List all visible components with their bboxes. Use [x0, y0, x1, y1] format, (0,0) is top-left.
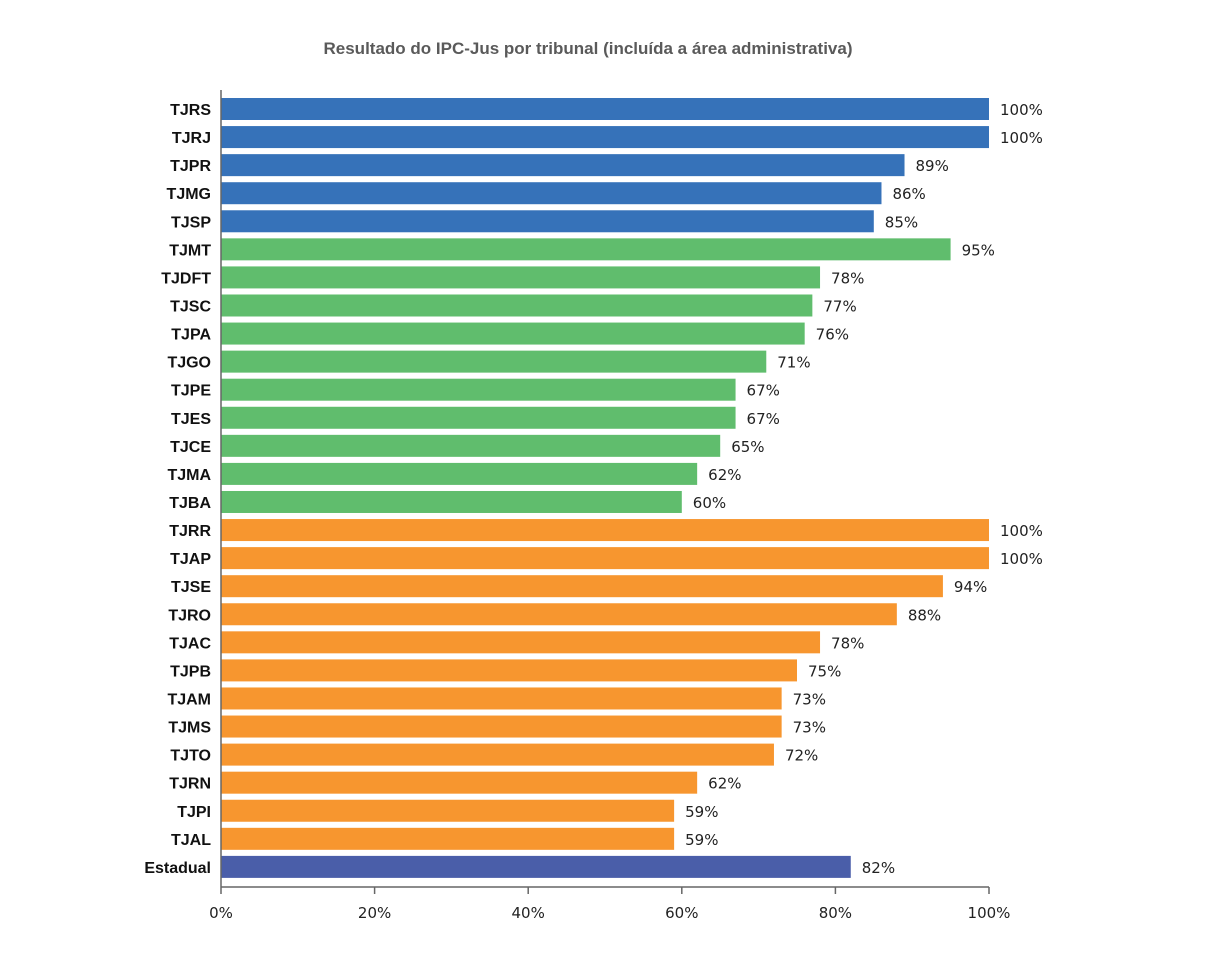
bar-tjap [221, 547, 989, 570]
bar-tjal [221, 827, 675, 850]
chart-title: Resultado do IPC-Jus por tribunal (inclu… [324, 39, 853, 58]
bar-tjdft [221, 266, 821, 289]
value-label: 76% [816, 326, 849, 344]
category-label: Estadual [144, 860, 211, 877]
bar-estadual [221, 855, 851, 878]
x-tick-label: 20% [358, 904, 391, 922]
bar-tjes [221, 406, 736, 429]
category-label: TJMT [169, 242, 211, 259]
bar-tjro [221, 603, 897, 626]
category-label: TJMS [168, 720, 211, 737]
value-label: 78% [831, 269, 864, 287]
category-label: TJSC [170, 298, 211, 315]
x-tick-label: 40% [512, 904, 545, 922]
bar-tjma [221, 462, 698, 485]
bar-tjsp [221, 210, 874, 233]
value-label: 78% [831, 634, 864, 652]
category-label: TJAC [169, 635, 211, 652]
category-label: TJTO [170, 748, 211, 765]
value-label: 100% [1000, 550, 1043, 568]
x-tick-label: 0% [209, 904, 233, 922]
value-label: 72% [785, 747, 818, 765]
x-axis-ticks: 0% 20% 40% 60% 80% 100% [209, 887, 1010, 922]
value-label: 85% [885, 213, 918, 231]
bar-tjac [221, 631, 821, 654]
category-label: TJRR [169, 523, 211, 540]
category-label: TJPB [170, 663, 211, 680]
bar-tjrn [221, 771, 698, 794]
category-label: TJRJ [172, 130, 211, 147]
category-label: TJMA [167, 467, 211, 484]
bar-tjpe [221, 378, 736, 401]
value-label: 67% [747, 410, 780, 428]
value-label: 100% [1000, 129, 1043, 147]
bar-tjpa [221, 322, 805, 345]
value-label: 67% [747, 382, 780, 400]
value-label: 100% [1000, 101, 1043, 119]
value-label: 73% [793, 690, 826, 708]
bar-tjpr [221, 154, 905, 177]
category-label: TJSE [171, 579, 211, 596]
bar-tjmg [221, 182, 882, 205]
x-tick-label: 100% [968, 904, 1011, 922]
category-label: TJCE [170, 439, 211, 456]
category-label: TJRS [170, 102, 211, 119]
value-label: 95% [962, 241, 995, 259]
bar-tjam [221, 687, 782, 710]
category-label: TJPI [177, 804, 211, 821]
bar-tjgo [221, 350, 767, 373]
bar-tjpb [221, 659, 797, 682]
category-label: TJAM [167, 691, 211, 708]
value-label: 59% [685, 803, 718, 821]
bar-tjms [221, 715, 782, 738]
bar-tjrr [221, 519, 989, 542]
category-label: TJGO [167, 355, 211, 372]
x-tick-label: 80% [819, 904, 852, 922]
category-label: TJRN [169, 776, 211, 793]
value-label: 71% [777, 354, 810, 372]
bar-tjsc [221, 294, 813, 317]
bar-tjrs [221, 98, 989, 120]
bar-tjse [221, 575, 943, 598]
value-label: 65% [731, 438, 764, 456]
category-label: TJDFT [161, 270, 211, 287]
bar-tjrj [221, 126, 989, 149]
value-label: 86% [892, 185, 925, 203]
category-label: TJAP [170, 551, 211, 568]
category-label: TJES [171, 411, 211, 428]
category-label: TJSP [171, 214, 211, 231]
category-label: TJPA [171, 327, 211, 344]
bar-tjto [221, 743, 774, 766]
value-label: 88% [908, 606, 941, 624]
value-label: 62% [708, 466, 741, 484]
value-label: 60% [693, 494, 726, 512]
category-label: TJMG [167, 186, 211, 203]
value-label: 62% [708, 775, 741, 793]
category-label: TJBA [169, 495, 211, 512]
value-label: 89% [916, 157, 949, 175]
value-label: 94% [954, 578, 987, 596]
value-label: 100% [1000, 522, 1043, 540]
category-label: TJPE [171, 383, 211, 400]
bars: TJRS 100% TJRJ 100% TJPR 89% TJMG 86% TJSP 85% TJM… [144, 98, 1043, 878]
category-label: TJPR [170, 158, 211, 175]
category-label: TJRO [168, 607, 211, 624]
bar-tjce [221, 434, 721, 457]
category-label: TJAL [171, 832, 211, 849]
bar-tjmt [221, 238, 951, 261]
bar-tjpi [221, 799, 675, 822]
value-label: 75% [808, 662, 841, 680]
x-tick-label: 60% [665, 904, 698, 922]
value-label: 82% [862, 859, 895, 877]
bar-tjba [221, 490, 682, 513]
value-label: 77% [823, 297, 856, 315]
value-label: 73% [793, 719, 826, 737]
value-label: 59% [685, 831, 718, 849]
